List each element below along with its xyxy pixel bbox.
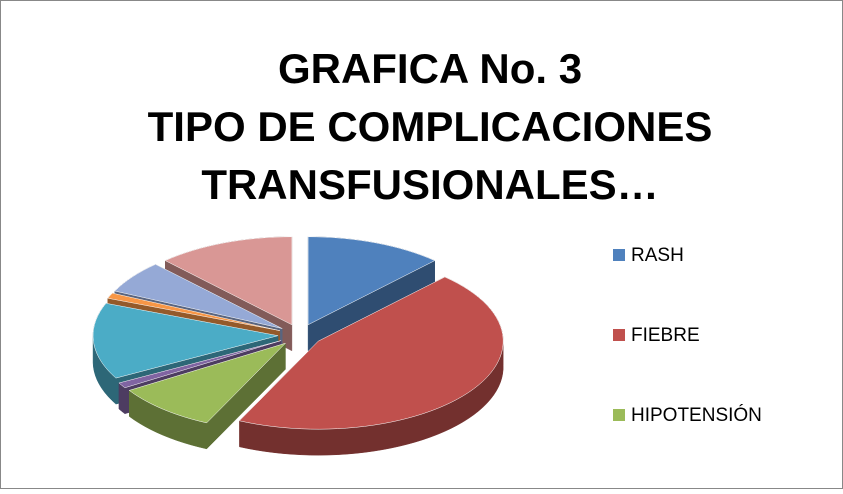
slice <box>238 276 504 430</box>
slice <box>107 292 280 331</box>
slice <box>92 303 279 379</box>
chart-title: GRAFICA No. 3 <box>278 45 582 92</box>
legend-swatch <box>613 249 625 261</box>
legend-swatch <box>613 329 625 341</box>
legend-label: HIPOTENSIÓN <box>631 404 762 426</box>
slice <box>114 264 283 329</box>
slice <box>118 340 282 389</box>
slice <box>307 236 436 326</box>
slice <box>164 236 293 326</box>
legend-label: RASH <box>631 245 684 266</box>
legend-label: FIEBRE <box>631 325 700 346</box>
chart-title: TIPO DE COMPLICACIONES <box>148 103 713 150</box>
chart-title: TRANSFUSIONALES… <box>201 161 658 208</box>
slice <box>128 343 286 424</box>
legend-swatch <box>613 409 625 421</box>
